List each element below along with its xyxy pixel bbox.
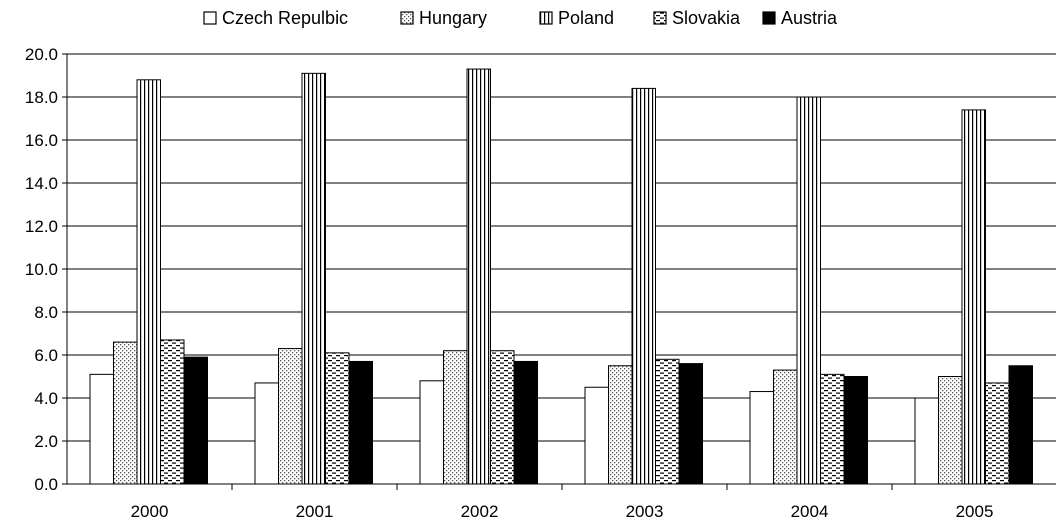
bar-slovakia-2005 xyxy=(985,382,1010,485)
bar-czech-repulbic-2005 xyxy=(914,397,939,485)
bar-austria-2005 xyxy=(1008,365,1033,485)
legend-swatch-austria xyxy=(762,11,776,25)
x-tick-label: 2002 xyxy=(461,502,499,521)
bar-hungary-2000 xyxy=(113,341,138,485)
x-tick-label: 2003 xyxy=(626,502,664,521)
bar-hungary-2004 xyxy=(773,369,798,485)
bar-slovakia-2001 xyxy=(325,352,350,485)
x-tick-label: 2001 xyxy=(296,502,334,521)
bar-poland-2005 xyxy=(961,109,986,485)
legend-label-slovakia: Slovakia xyxy=(672,8,741,28)
bar-czech-repulbic-2001 xyxy=(254,382,279,485)
bar-czech-repulbic-2004 xyxy=(749,391,774,485)
bar-czech-repulbic-2003 xyxy=(584,386,609,485)
bar-poland-2000 xyxy=(136,79,161,485)
bar-poland-2002 xyxy=(466,68,491,485)
legend-label-hungary: Hungary xyxy=(419,8,487,28)
x-tick-label: 2000 xyxy=(131,502,169,521)
legend-label-poland: Poland xyxy=(558,8,614,28)
bar-slovakia-2002 xyxy=(490,350,515,485)
x-tick-label: 2005 xyxy=(956,502,994,521)
bar-slovakia-2004 xyxy=(820,373,845,485)
legend-label-czech-repulbic: Czech Repulbic xyxy=(222,8,348,28)
bar-austria-2004 xyxy=(843,376,868,485)
y-tick-label: 2.0 xyxy=(34,432,58,451)
y-tick-label: 4.0 xyxy=(34,389,58,408)
axes: 0.0 2.0 4.0 6.0 8.0 10.0 12.0 14.0 16.0 18.0 20.0 2… xyxy=(25,45,1056,521)
legend-swatch-hungary xyxy=(400,11,414,25)
bar-czech-repulbic-2000 xyxy=(89,373,114,485)
bar-austria-2003 xyxy=(678,363,703,485)
bar-hungary-2005 xyxy=(938,376,963,485)
bar-poland-2001 xyxy=(301,72,326,485)
y-tick-label: 14.0 xyxy=(25,174,58,193)
y-tick-label: 6.0 xyxy=(34,346,58,365)
gridlines xyxy=(67,53,1056,442)
legend: Czech Repulbic Hungary Poland Slovakia Austr… xyxy=(203,8,838,28)
bar-poland-2004 xyxy=(796,96,821,485)
bar-poland-2003 xyxy=(631,87,656,485)
y-tick-label: 16.0 xyxy=(25,131,58,150)
bar-czech-repulbic-2002 xyxy=(419,380,444,485)
y-tick-label: 20.0 xyxy=(25,45,58,64)
x-tick-label: 2004 xyxy=(791,502,829,521)
bar-hungary-2002 xyxy=(443,350,468,485)
legend-swatch-czech-repulbic xyxy=(203,11,217,25)
y-tick-label: 18.0 xyxy=(25,88,58,107)
legend-swatch-slovakia xyxy=(653,11,667,25)
bar-austria-2000 xyxy=(183,356,208,485)
y-tick-label: 12.0 xyxy=(25,217,58,236)
y-tick-label: 0.0 xyxy=(34,475,58,494)
y-tick-label: 10.0 xyxy=(25,260,58,279)
bar-hungary-2001 xyxy=(278,348,303,485)
bar-hungary-2003 xyxy=(608,365,633,485)
bar-slovakia-2003 xyxy=(655,358,680,485)
bar-austria-2001 xyxy=(348,360,373,485)
bars xyxy=(89,68,1033,485)
legend-label-austria: Austria xyxy=(781,8,838,28)
y-tick-label: 8.0 xyxy=(34,303,58,322)
bar-slovakia-2000 xyxy=(160,339,185,485)
legend-swatch-poland xyxy=(539,11,553,25)
bar-austria-2002 xyxy=(513,360,538,485)
